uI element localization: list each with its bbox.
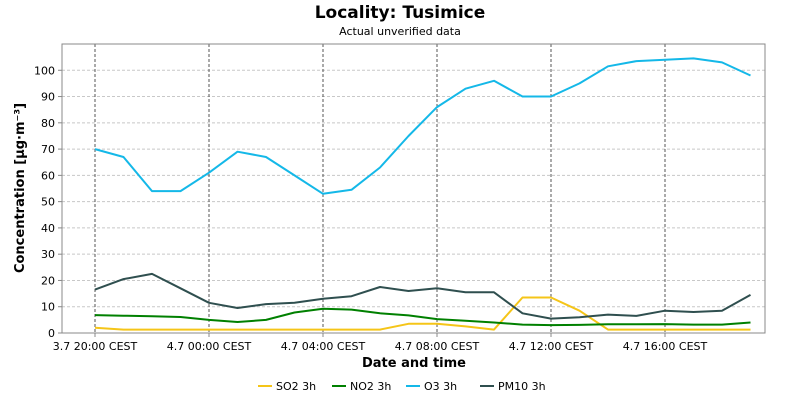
- plot-area: [61, 43, 766, 334]
- y-tick-label: 70: [41, 143, 55, 156]
- x-tick-label: 4.7 00:00 CEST: [167, 340, 252, 353]
- series-line-pm10-3h: [94, 272, 751, 320]
- x-axis: 3.7 20:00 CEST 4.7 00:00 CEST 4.7 04:00 CE…: [53, 333, 708, 353]
- legend-label: NO2 3h: [350, 380, 391, 393]
- grid: [62, 44, 765, 333]
- x-tick-label: 4.7 12:00 CEST: [509, 340, 594, 353]
- y-axis-label: Concentration [µg·m⁻³]: [13, 103, 28, 273]
- y-tick-label: 40: [41, 222, 55, 235]
- series-line-o3-3h: [94, 57, 751, 195]
- legend-label: SO2 3h: [276, 380, 316, 393]
- legend-label: PM10 3h: [498, 380, 546, 393]
- legend-label: O3 3h: [424, 380, 457, 393]
- x-tick-label: 4.7 16:00 CEST: [623, 340, 708, 353]
- y-tick-label: 0: [48, 327, 55, 340]
- legend-item-pm10-3h: PM10 3h: [480, 380, 546, 393]
- y-tick-label: 60: [41, 169, 55, 182]
- x-tick-label: 4.7 04:00 CEST: [281, 340, 366, 353]
- chart-title: Locality: Tusimice: [315, 3, 486, 23]
- series-line-so2-3h: [94, 296, 751, 331]
- y-tick-label: 50: [41, 196, 55, 209]
- x-tick-label: 4.7 08:00 CEST: [395, 340, 480, 353]
- legend: SO2 3h NO2 3h O3 3h PM10 3h: [258, 380, 546, 393]
- y-tick-label: 90: [41, 91, 55, 104]
- y-tick-label: 20: [41, 274, 55, 287]
- legend-item-o3-3h: O3 3h: [406, 380, 457, 393]
- y-tick-label: 100: [34, 64, 55, 77]
- y-tick-label: 80: [41, 117, 55, 130]
- legend-item-so2-3h: SO2 3h: [258, 380, 316, 393]
- chart-subtitle: Actual unverified data: [339, 25, 461, 38]
- legend-item-no2-3h: NO2 3h: [332, 380, 391, 393]
- y-tick-label: 10: [41, 301, 55, 314]
- y-axis: 0 10 20 30 40 50 60 70 80 90 100: [34, 64, 62, 340]
- y-tick-label: 30: [41, 248, 55, 261]
- x-tick-label: 3.7 20:00 CEST: [53, 340, 138, 353]
- series-line-no2-3h: [94, 307, 751, 327]
- x-axis-label: Date and time: [362, 356, 466, 371]
- series-lines: [94, 57, 751, 331]
